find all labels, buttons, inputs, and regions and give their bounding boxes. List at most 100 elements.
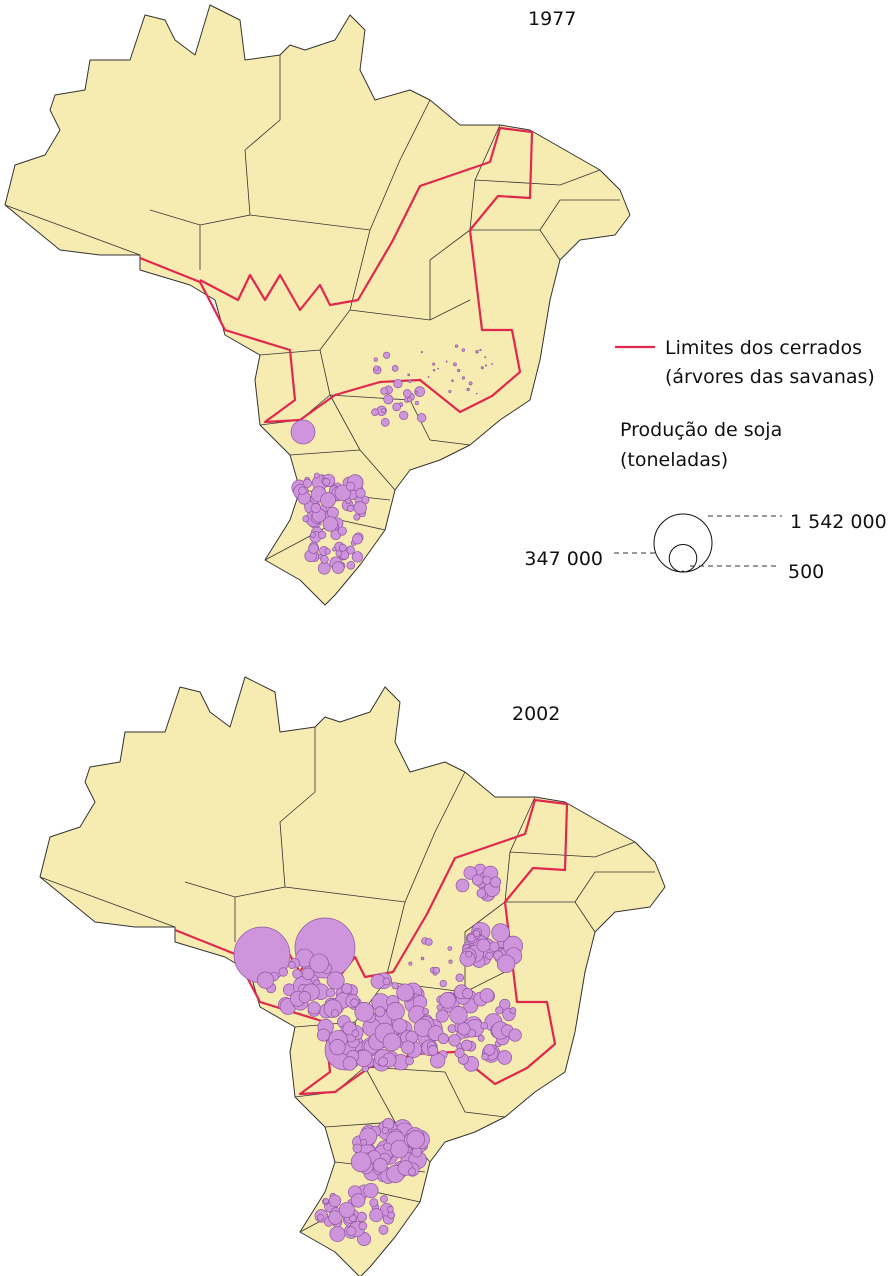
legend-label: Limites dos cerrados	[665, 337, 862, 359]
soy-bubble	[378, 1056, 388, 1067]
soy-bubble	[292, 968, 302, 979]
size-label: 1 542 000	[790, 511, 887, 533]
soy-bubble	[322, 516, 339, 532]
soy-bubble	[432, 369, 436, 372]
soy-bubble	[383, 394, 394, 405]
soy-bubble	[485, 951, 494, 960]
soy-bubble	[309, 953, 329, 974]
soy-bubble	[437, 367, 440, 370]
soy-bubble	[334, 484, 351, 502]
legend-unit: (toneladas)	[620, 449, 728, 471]
soy-bubble	[484, 364, 488, 367]
soy-bubble	[373, 365, 379, 371]
size-circle	[653, 513, 713, 573]
cerrado-boundary	[139, 126, 534, 424]
soy-bubble	[461, 348, 465, 352]
soy-bubble	[337, 526, 347, 536]
soy-bubble	[461, 376, 465, 380]
soy-bubble	[408, 1167, 417, 1176]
soy-bubble	[354, 1002, 375, 1022]
soy-bubble	[422, 1008, 430, 1015]
soy-bubble	[378, 1224, 389, 1235]
soy-bubble	[331, 561, 345, 574]
soy-bubble	[363, 1182, 379, 1199]
soy-bubble	[391, 365, 399, 372]
soy-bubble	[424, 938, 433, 946]
soy-bubble	[420, 956, 425, 961]
soy-bubble	[435, 1009, 449, 1023]
soy-bubble	[461, 1039, 473, 1051]
soy-bubble	[509, 1007, 517, 1014]
soy-bubble	[477, 1034, 485, 1042]
soy-bubble	[326, 971, 345, 990]
soy-bubble	[471, 874, 484, 886]
soy-bubble	[476, 938, 491, 953]
soy-bubble	[307, 1001, 321, 1015]
soy-bubble	[401, 1040, 415, 1055]
soy-bubble	[330, 1009, 339, 1018]
soy-bubble	[414, 386, 425, 397]
soy-bubble	[278, 967, 289, 977]
soy-bubble	[466, 387, 470, 392]
soy-bubble	[322, 478, 331, 486]
soy-bubble	[454, 344, 459, 348]
soy-bubble	[482, 875, 492, 885]
soy-bubble	[393, 378, 403, 389]
soy-bubble	[403, 389, 412, 398]
soy-bubble	[407, 373, 411, 377]
soy-bubble	[317, 561, 331, 575]
soy-bubble	[373, 357, 378, 362]
soy-bubble	[323, 1198, 329, 1204]
soy-bubble	[475, 350, 479, 354]
soy-bubble	[453, 362, 457, 367]
soy-bubble	[484, 356, 487, 359]
soy-bubble	[429, 1052, 446, 1069]
size-label: 347 000	[524, 548, 603, 570]
soy-bubble	[479, 348, 482, 352]
soy-bubble	[372, 1157, 388, 1173]
soy-bubble	[411, 1146, 423, 1158]
soy-bubble	[488, 941, 500, 953]
soy-bubble	[380, 1195, 388, 1203]
soy-bubble	[480, 366, 484, 370]
soy-bubble	[328, 1194, 342, 1208]
soy-bubble	[448, 390, 452, 394]
soy-bubble	[483, 1043, 496, 1056]
soy-bubble	[316, 1028, 330, 1042]
soy-bubble	[439, 979, 447, 988]
soy-bubble	[406, 1130, 425, 1149]
soy-bubble	[369, 1208, 384, 1223]
soy-bubble	[369, 1198, 379, 1208]
soy-bubble	[382, 977, 391, 986]
soy-bubble	[302, 515, 310, 523]
soy-bubble	[472, 929, 481, 938]
soy-bubble	[399, 410, 409, 420]
soy-bubble	[352, 1143, 362, 1153]
soy-bubble	[417, 413, 427, 423]
size-label: 500	[788, 561, 824, 583]
soy-bubble	[324, 548, 331, 555]
soy-bubble	[449, 1006, 468, 1025]
soy-bubble	[462, 988, 474, 999]
size-circle	[681, 570, 685, 573]
soy-bubble	[491, 363, 494, 366]
soy-bubble	[479, 988, 495, 1003]
soy-bubble	[308, 543, 319, 554]
soy-bubble	[480, 1021, 488, 1030]
soy-bubble	[455, 973, 465, 983]
soy-bubble	[342, 1056, 357, 1071]
soy-bubble	[350, 998, 359, 1007]
soy-bubble	[387, 1211, 396, 1219]
soy-bubble	[320, 492, 336, 508]
soy-bubble	[468, 381, 473, 386]
soy-bubble	[396, 983, 415, 1002]
soy-bubble	[325, 988, 336, 998]
soy-bubble	[432, 966, 441, 975]
soy-bubble	[496, 954, 516, 974]
soy-bubble	[313, 472, 320, 479]
soy-bubble	[437, 1033, 449, 1045]
soy-bubble	[329, 1226, 346, 1242]
soy-bubble	[374, 1006, 386, 1018]
soy-bubble	[346, 561, 356, 570]
